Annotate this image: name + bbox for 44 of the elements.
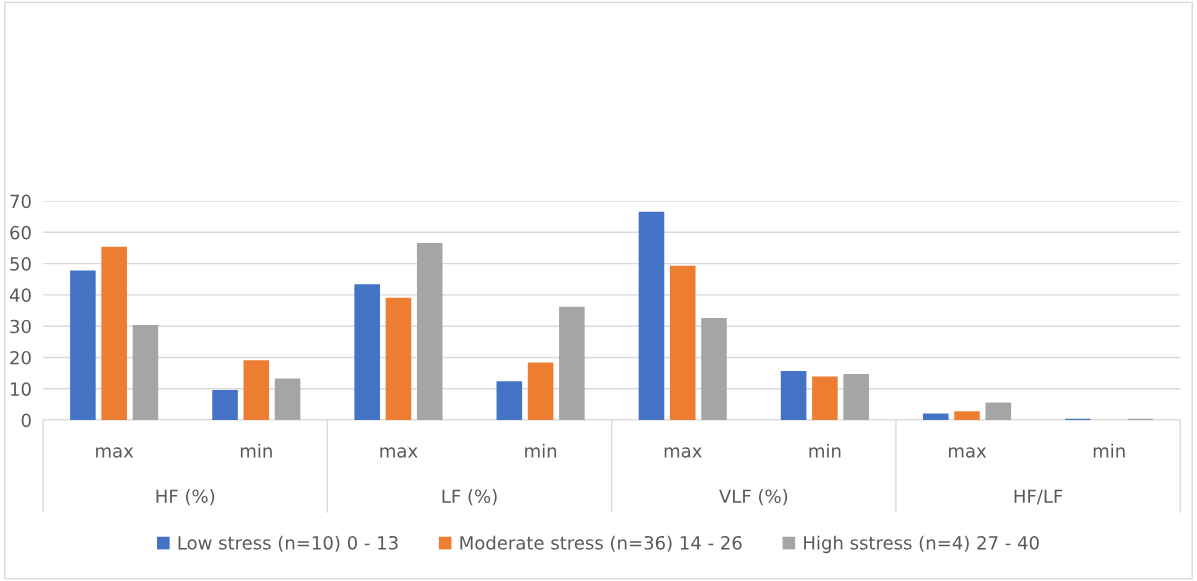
y-tick-label: 60 [10, 225, 31, 240]
bar [922, 413, 949, 421]
y-tick-label: 70 [10, 194, 31, 209]
bar [843, 374, 869, 421]
x-tick-label: min [525, 443, 557, 458]
x-tick-label: max [380, 447, 418, 458]
text: HF (%) [156, 489, 215, 506]
bar [701, 318, 727, 421]
bar [812, 376, 838, 421]
y-tick-label: 30 [10, 319, 31, 334]
y-tick-label: 10 [10, 382, 31, 396]
bar [212, 390, 238, 421]
bar [780, 370, 807, 421]
bar [354, 284, 380, 421]
x-tick-label: min [1093, 443, 1125, 458]
x-tick-label: max [96, 447, 134, 458]
bar [527, 362, 554, 421]
legend-label: High sstress (n=4) 27 - 40 [804, 535, 1039, 554]
bar [985, 402, 1012, 421]
bar [70, 270, 96, 421]
y-tick-label: 20 [10, 350, 31, 365]
bar [101, 246, 127, 421]
y-tick-label: 40 [9, 288, 31, 303]
legend-label: Low stress (n=10) 0 - 13 [178, 535, 398, 552]
bar [385, 297, 412, 421]
y-tick-label: 50 [10, 257, 31, 271]
bar [954, 411, 980, 421]
text: HF/LF [1014, 489, 1063, 505]
x-tick-label: max [949, 447, 987, 458]
text: VLF (%) [719, 489, 788, 506]
bar [132, 324, 159, 421]
bar [243, 360, 270, 421]
bar [274, 378, 301, 421]
legend-label: Moderate stress (n=36) 14 - 26 [460, 535, 742, 552]
y-tick-label: 0 [21, 413, 31, 428]
bar [496, 381, 523, 421]
x-tick-label: min [809, 443, 841, 458]
text: LF (%) [442, 489, 497, 506]
x-tick-label: min [240, 443, 272, 458]
x-tick-label: max [664, 447, 702, 458]
bar [638, 211, 665, 421]
bar [559, 306, 585, 421]
bar [669, 265, 696, 421]
bar [416, 242, 443, 421]
